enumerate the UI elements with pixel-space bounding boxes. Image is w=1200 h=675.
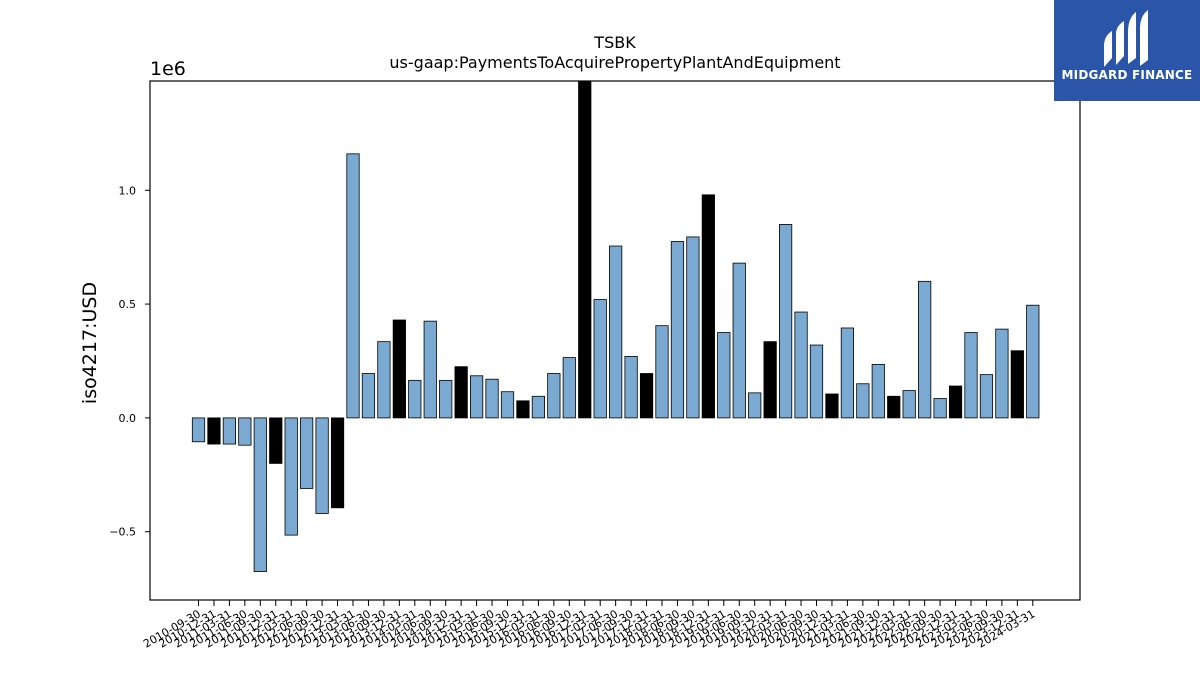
plot-frame — [149, 80, 1081, 601]
bar-2016-09-30 — [562, 357, 576, 419]
bar-2012-12-31 — [330, 417, 345, 509]
bar-2017-03-31 — [593, 299, 607, 419]
bar-2012-03-31 — [284, 417, 298, 536]
bar-2012-06-30 — [300, 417, 314, 489]
bar-2010-12-31 — [207, 417, 221, 445]
y-scale-label: 1e6 — [150, 58, 186, 80]
bar-2018-09-30 — [686, 236, 700, 419]
bar-2019-03-31 — [717, 332, 731, 419]
bar-2014-06-30 — [423, 320, 437, 419]
bar-2021-03-31 — [840, 327, 855, 419]
bar-2016-12-31 — [578, 80, 592, 419]
bar-2011-12-31 — [269, 417, 283, 464]
bar-2021-06-30 — [856, 383, 870, 419]
bar-2016-03-31 — [531, 395, 546, 419]
x-axis: 2010-09-302010-12-312011-03-312011-06-30… — [141, 600, 1037, 651]
bar-2011-06-30 — [238, 417, 252, 446]
bar-2022-06-30 — [918, 280, 932, 419]
bar-2020-03-31 — [779, 224, 793, 419]
bar-2019-06-30 — [732, 262, 746, 419]
y-tick-label: 0.5 — [119, 298, 137, 311]
bar-2019-12-31 — [763, 341, 777, 419]
bar-2020-12-31 — [825, 393, 839, 419]
bar-2017-09-30 — [624, 356, 638, 419]
bar-2013-03-31 — [346, 153, 360, 419]
bar-2015-03-31 — [469, 375, 484, 419]
bar-2016-06-30 — [547, 373, 561, 419]
bar-2023-12-31 — [1010, 350, 1024, 419]
bar-2022-12-31 — [948, 385, 963, 419]
y-axis-label: iso4217:USD — [79, 282, 101, 404]
logo-brand-text: MIDGARD FINANCE — [1061, 68, 1193, 82]
bar-2013-06-30 — [361, 373, 376, 419]
bar-2017-06-30 — [609, 245, 623, 419]
chart-title: TSBK — [593, 33, 636, 52]
bar-2023-09-30 — [995, 328, 1009, 419]
bar-2013-09-30 — [377, 341, 391, 419]
bar-2011-09-30 — [253, 417, 267, 572]
y-axis: −0.5 0.0 0.5 1.0 — [109, 184, 150, 539]
bar-2019-09-30 — [748, 392, 762, 419]
chart-subtitle: us-gaap:PaymentsToAcquirePropertyPlantAn… — [389, 53, 840, 72]
bar-2022-09-30 — [933, 398, 947, 419]
y-tick-label: −0.5 — [109, 526, 136, 539]
bar-2018-06-30 — [670, 241, 685, 419]
bar-2014-12-31 — [454, 366, 468, 419]
bar-2014-03-31 — [408, 379, 422, 419]
bar-2021-09-30 — [871, 363, 885, 419]
midgard-finance-logo: MIDGARD FINANCE — [1054, 0, 1200, 101]
bar-2011-03-31 — [222, 417, 236, 445]
bar-2018-12-31 — [701, 194, 715, 419]
midgard-logo-icon — [1104, 10, 1148, 67]
bar-2017-12-31 — [639, 373, 654, 419]
bar-2018-03-31 — [655, 325, 669, 419]
bar-2015-12-31 — [516, 400, 530, 419]
bar-2012-09-30 — [315, 417, 329, 514]
y-tick-label: 1.0 — [119, 184, 137, 197]
bar-2020-06-30 — [794, 311, 808, 419]
bar-2023-03-31 — [964, 332, 978, 419]
bar-2015-06-30 — [485, 378, 499, 419]
bar-2023-06-30 — [979, 374, 994, 419]
bar-2021-12-31 — [887, 395, 901, 419]
bars-group — [191, 80, 1040, 572]
bar-2020-09-30 — [809, 344, 824, 419]
bar-2010-09-30 — [191, 417, 206, 443]
bar-2015-09-30 — [500, 391, 515, 419]
bar-2022-03-31 — [902, 390, 916, 419]
bar-2013-12-31 — [392, 319, 406, 419]
bar-2024-03-31 — [1026, 304, 1040, 419]
bar-2014-09-30 — [439, 379, 453, 419]
y-tick-label: 0.0 — [119, 412, 137, 425]
